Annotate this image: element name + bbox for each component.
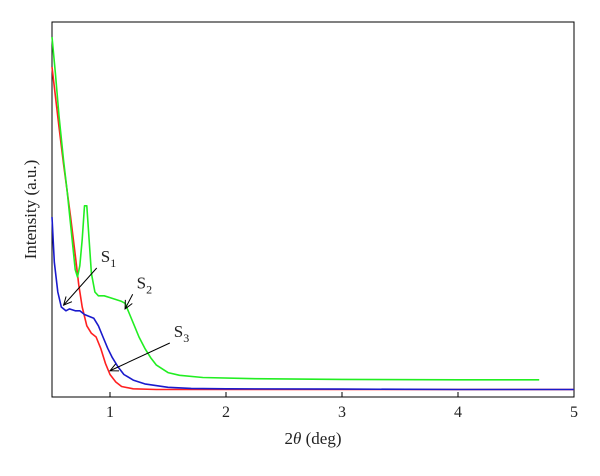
series-line-1 xyxy=(51,66,574,391)
annotation-subscript: 1 xyxy=(110,256,116,270)
annotation-arrowhead xyxy=(62,296,73,306)
annotation-label-s3: S3 xyxy=(174,322,189,345)
series-line-2 xyxy=(51,36,540,381)
y-axis-label: Intensity (a.u.) xyxy=(21,160,40,260)
x-tick-label: 5 xyxy=(570,404,578,421)
x-tick-label: 4 xyxy=(454,404,462,421)
annotation-letter: S xyxy=(137,273,146,292)
x-tick-label: 3 xyxy=(338,404,346,421)
x-axis-ticks: 1 2 3 4 5 xyxy=(106,392,578,421)
x-tick-label: 1 xyxy=(106,404,114,421)
annotation-subscript: 3 xyxy=(183,331,189,345)
x-axis-label-pre: 2 xyxy=(285,429,294,448)
annotation-arrow-line xyxy=(63,267,98,306)
annotation-arrowhead xyxy=(108,363,120,372)
annotation-letter: S xyxy=(174,322,183,341)
x-axis-label: 2θ (deg) xyxy=(285,429,342,448)
annotation-arrow-line xyxy=(124,294,134,310)
annotation-label-s2: S2 xyxy=(137,273,152,296)
series-layer xyxy=(51,36,574,391)
annotation-subscript: 2 xyxy=(146,282,152,296)
series-line-3 xyxy=(51,216,574,391)
x-axis-label-unit: (deg) xyxy=(301,429,341,448)
annotation-letter: S xyxy=(101,247,110,266)
x-axis-label-theta: θ xyxy=(293,429,301,448)
annotation-arrow-line xyxy=(109,342,171,372)
plot-frame xyxy=(51,21,575,398)
annotation-arrowhead xyxy=(124,299,133,310)
x-tick-label: 2 xyxy=(222,404,230,421)
annotation-label-s1: S1 xyxy=(101,247,116,270)
